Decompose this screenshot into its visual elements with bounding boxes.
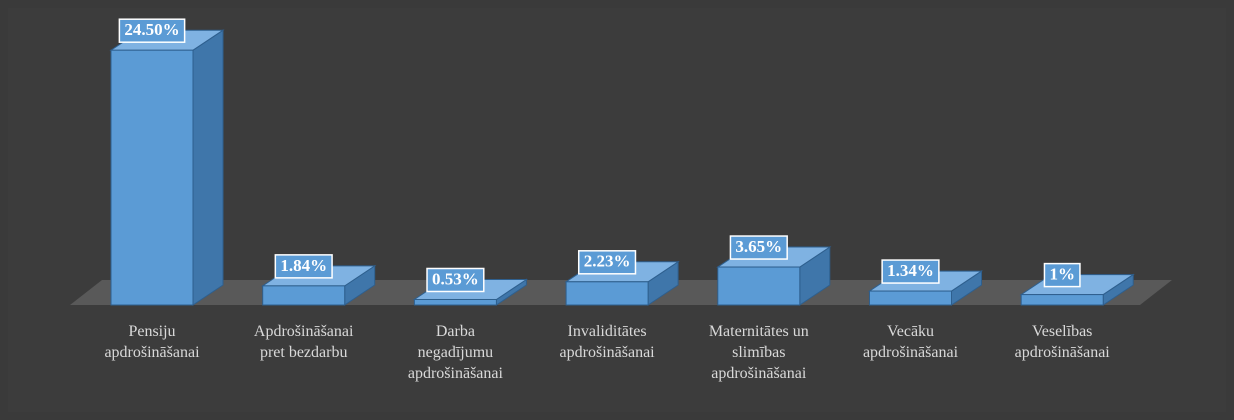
data-label-box: [577, 250, 637, 275]
x-tick-label: Maternitātes un slimības apdrošināšanai: [709, 323, 809, 382]
x-tick-label: Veselības apdrošināšanai: [1015, 323, 1111, 361]
x-tick-label: Darba negadījumu apdrošināšanai: [408, 323, 504, 382]
data-label: 24.50%: [124, 20, 179, 39]
bar-front: [1020, 294, 1104, 306]
data-label: 0.53%: [432, 269, 479, 288]
data-label: 2.23%: [584, 252, 631, 271]
bar-front: [413, 298, 497, 306]
x-tick-label: Vecāku apdrošināšanai: [863, 323, 959, 361]
bar-front: [717, 266, 801, 306]
bar: [109, 29, 225, 306]
bar-front: [565, 281, 649, 306]
data-label: 3.65%: [735, 237, 782, 256]
data-label-box: [426, 267, 485, 293]
bar-front: [110, 49, 194, 306]
data-label-box: [1043, 262, 1081, 288]
data-label-box: [118, 18, 186, 43]
data-label-box: [729, 235, 788, 260]
data-label-box: [881, 259, 940, 284]
data-label-box: [274, 254, 333, 279]
x-tick-label: Invaliditātes apdrošināšanai: [560, 323, 656, 361]
bar-front: [869, 290, 952, 306]
bar-side: [192, 29, 224, 306]
data-label: 1%: [1049, 265, 1075, 284]
data-label: 1.34%: [887, 261, 934, 280]
x-tick-label: Apdrošināšanai pret bezdarbu: [254, 323, 354, 361]
data-label: 1.84%: [280, 256, 327, 275]
x-tick-label: Pensiju apdrošināšanai: [104, 323, 200, 361]
bar-front: [262, 285, 346, 306]
